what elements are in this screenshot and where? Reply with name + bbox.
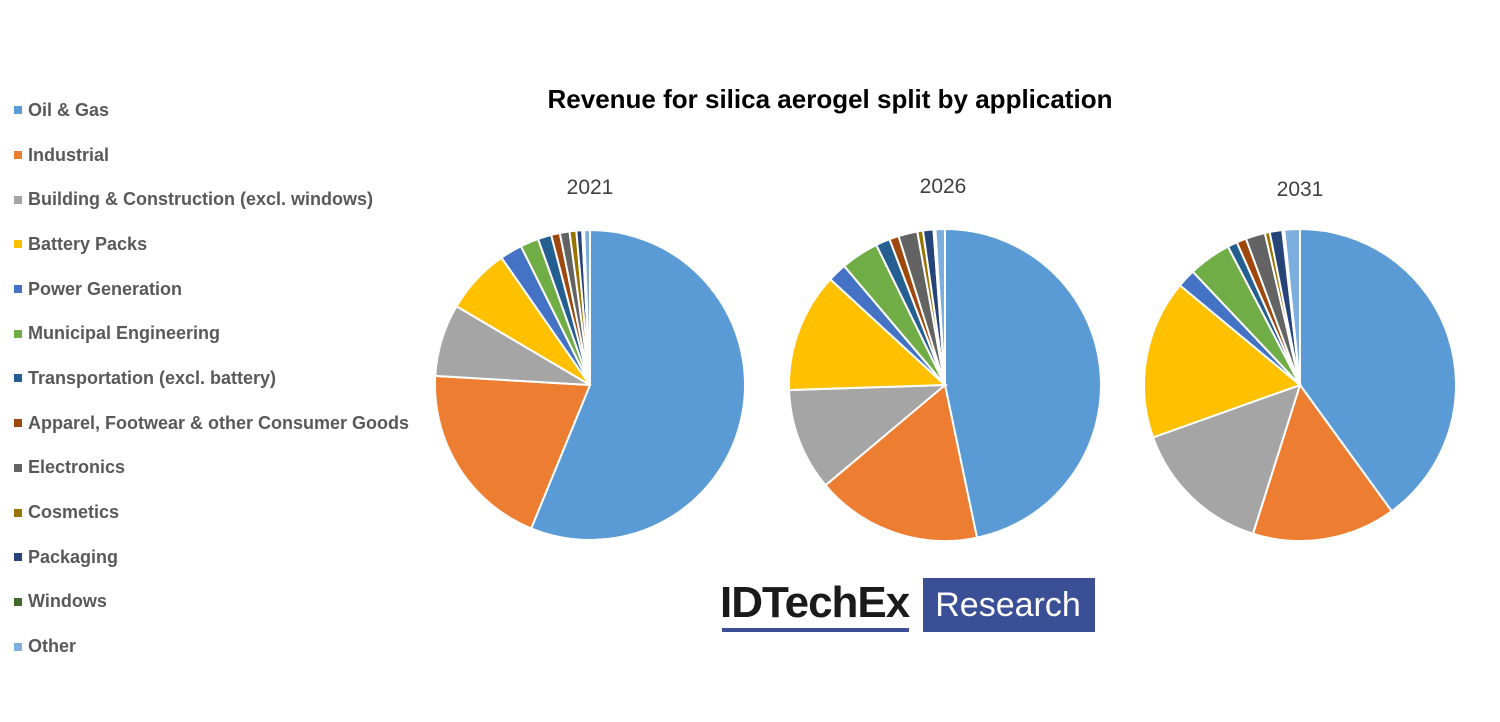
legend-item: Apparel, Footwear & other Consumer Goods <box>14 401 409 446</box>
legend-label: Other <box>28 636 77 657</box>
year-label-2021: 2021 <box>566 176 614 199</box>
legend-item: Battery Packs <box>14 222 409 267</box>
pie-slice <box>434 374 592 530</box>
legend-swatch <box>14 463 22 472</box>
chart-title: Revenue for silica aerogel split by appl… <box>547 84 1113 114</box>
legend-label: Transportation (excl. battery) <box>28 367 277 388</box>
pie-slice <box>529 228 746 541</box>
legend-item: Municipal Engineering <box>14 311 409 356</box>
legend-label: Municipal Engineering <box>28 323 221 344</box>
pie-slice <box>1151 383 1302 535</box>
legend-swatch <box>14 508 22 517</box>
pie-slice <box>583 228 591 386</box>
legend-swatch <box>14 642 22 651</box>
legend-swatch <box>14 374 22 383</box>
logo-idtechex-text: IDTechEx <box>720 578 923 632</box>
legend-item: Industrial <box>14 133 409 178</box>
legend-item: Electronics <box>14 446 409 491</box>
legend-swatch <box>14 597 22 606</box>
pie-2026 <box>788 227 1102 542</box>
legend-label: Apparel, Footwear & other Consumer Goods <box>28 412 410 433</box>
pie-2021 <box>434 228 746 541</box>
legend-label: Electronics <box>28 457 126 478</box>
pie-slice <box>788 383 948 487</box>
legend-item: Transportation (excl. battery) <box>14 356 409 401</box>
legend-item: Other <box>14 624 409 669</box>
legend-label: Packaging <box>28 546 119 567</box>
legend-item: Windows <box>14 580 409 625</box>
pie-slice <box>1143 283 1302 439</box>
legend-swatch <box>14 240 22 249</box>
legend-swatch <box>14 106 22 115</box>
logo-research-box: Research <box>923 578 1095 632</box>
legend-item: Packaging <box>14 535 409 580</box>
legend-swatch <box>14 553 22 562</box>
legend-swatch <box>14 151 22 160</box>
legend-label: Battery Packs <box>28 233 148 254</box>
legend-swatch <box>14 195 22 204</box>
legend-item: Power Generation <box>14 267 409 312</box>
pie-slice <box>824 383 979 542</box>
legend-label: Industrial <box>28 144 110 165</box>
pie-slice <box>788 277 948 392</box>
pie-slice <box>1251 382 1394 542</box>
pie-slice <box>934 227 946 386</box>
legend-item: Oil & Gas <box>14 88 409 133</box>
legend-item: Cosmetics <box>14 490 409 535</box>
legend-label: Oil & Gas <box>28 99 110 120</box>
legend-swatch <box>14 285 22 294</box>
pie-2031 <box>1143 227 1457 542</box>
pie-slice <box>1299 227 1457 513</box>
year-label-2026: 2026 <box>919 175 967 198</box>
legend-label: Power Generation <box>28 278 183 299</box>
year-label-2031: 2031 <box>1276 178 1324 201</box>
legend-label: Windows <box>28 591 107 612</box>
legend: Oil & Gas Industrial Building & Constructi… <box>14 88 409 669</box>
logo-left-text: IDTechEx <box>720 578 910 627</box>
pie-slice <box>944 227 1102 539</box>
logo-underline <box>722 628 910 632</box>
legend-label: Cosmetics <box>28 502 120 523</box>
pie-slice <box>1283 227 1301 386</box>
legend-item: Building & Construction (excl. windows) <box>14 177 409 222</box>
legend-swatch <box>14 419 22 428</box>
legend-label: Building & Construction (excl. windows) <box>28 189 373 210</box>
legend-swatch <box>14 329 22 338</box>
idtechex-logo: IDTechEx Research <box>720 578 1095 632</box>
